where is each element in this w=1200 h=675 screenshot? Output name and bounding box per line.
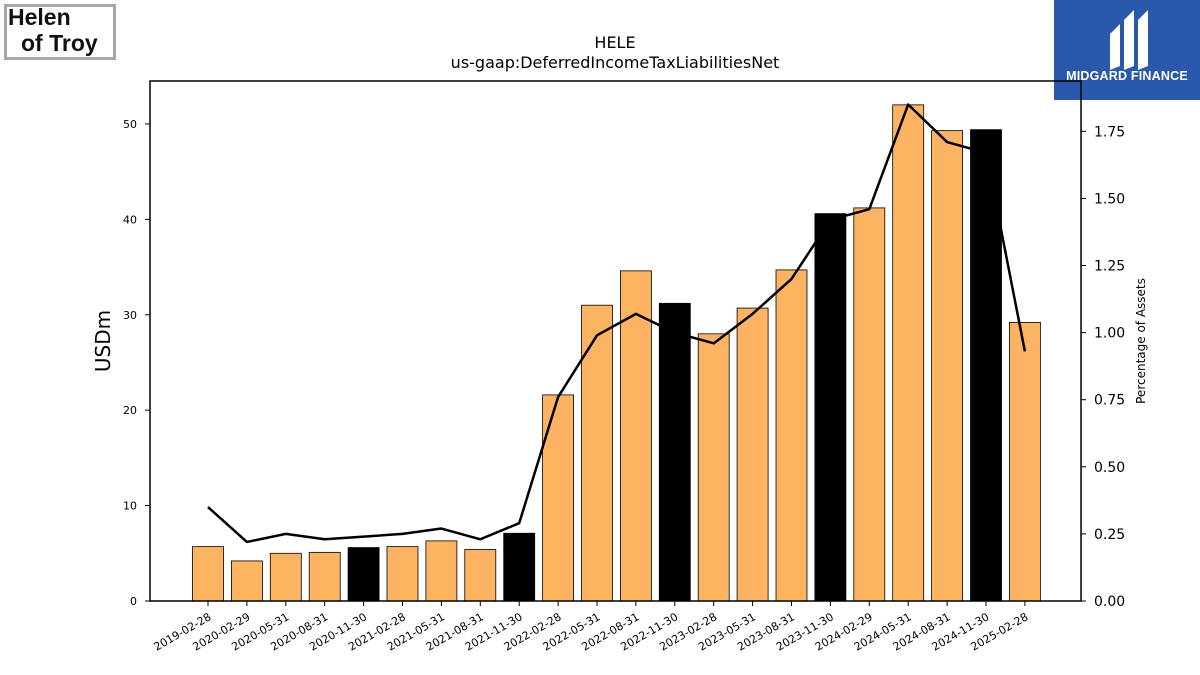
bar-2024-02-29	[853, 207, 886, 602]
chart-subtitle: us-gaap:DeferredIncomeTaxLiabilitiesNet	[451, 53, 780, 72]
bar-2022-11-30	[658, 302, 691, 602]
bar-2020-02-29	[230, 560, 263, 602]
y-tick-label: 20	[123, 404, 137, 417]
bar-2023-05-31	[736, 307, 769, 602]
bar-2025-02-28	[1009, 321, 1041, 602]
helen-of-troy-logo: Helen of Troy	[4, 4, 116, 60]
y2-tick-label: 1.75	[1094, 124, 1125, 140]
logo-line-2: of Troy	[21, 30, 98, 56]
bar-2020-08-31	[308, 551, 341, 602]
x-axis: 2019-02-282020-02-292020-05-312020-08-31…	[152, 601, 1030, 654]
bar-2023-08-31	[775, 269, 808, 602]
bar-2023-11-30	[814, 213, 847, 602]
bar-2022-08-31	[620, 270, 652, 602]
plot-frame	[149, 80, 1082, 602]
y-tick-label: 30	[123, 309, 137, 322]
y-tick-label: 0	[130, 595, 137, 608]
bar-2021-02-28	[386, 546, 419, 602]
pct-assets-line	[207, 103, 1027, 544]
y2-axis-label: Percentage of Assets	[1134, 278, 1148, 404]
midgard-finance-logo: MIDGARD FINANCE	[1054, 0, 1200, 100]
y-tick-label: 10	[123, 500, 137, 513]
bar-2021-05-31	[425, 540, 458, 602]
bar-2020-11-30	[347, 547, 380, 602]
y-axis-label: USDm	[91, 310, 115, 372]
line-group	[207, 103, 1027, 544]
bar-2024-11-30	[970, 129, 1002, 602]
bar-2021-11-30	[503, 532, 536, 602]
chart-title: HELE	[594, 33, 635, 52]
y2-tick-label: 0.25	[1094, 527, 1125, 543]
y2-tick-label: 0.75	[1094, 393, 1125, 409]
midgard-logo-text: MIDGARD FINANCE	[1066, 69, 1188, 83]
y-tick-label: 50	[123, 118, 137, 131]
midgard-logo-icon	[1054, 0, 1200, 100]
y2-tick-label: 1.25	[1094, 259, 1125, 275]
bar-2019-02-28	[192, 546, 224, 602]
bar-2024-05-31	[892, 104, 925, 602]
bar-2023-02-28	[697, 333, 730, 602]
y2-tick-label: 0.00	[1094, 594, 1125, 610]
bar-2020-05-31	[269, 552, 302, 602]
bar-2021-08-31	[464, 549, 497, 602]
y2-axis: 0.00 0.25 0.50 0.75 1.00 1.25 1.50 1.75	[1081, 124, 1125, 610]
bar-2024-08-31	[931, 130, 963, 602]
y-axis: 0 10 20 30 40 50	[123, 118, 150, 608]
logo-line-1: Helen	[8, 4, 71, 30]
y-tick-label: 40	[123, 213, 137, 226]
y2-tick-label: 1.00	[1094, 326, 1125, 342]
y2-tick-label: 1.50	[1094, 191, 1125, 207]
bars-group	[192, 104, 1041, 602]
y2-tick-label: 0.50	[1094, 460, 1125, 476]
bar-2022-05-31	[581, 304, 613, 602]
bar-2022-02-28	[542, 394, 574, 602]
